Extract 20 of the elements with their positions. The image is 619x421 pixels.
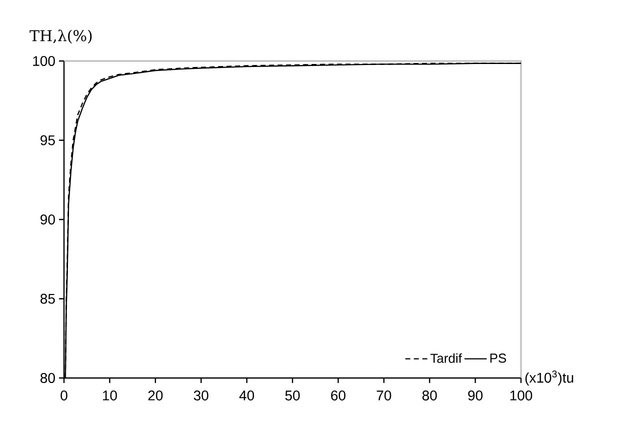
x-tick-label: 100 [510, 390, 532, 400]
x-axis-title: (x10$^{3}$)tu [525, 370, 574, 386]
y-tick-label: 90 [40, 214, 55, 224]
x-tick-label: 60 [331, 390, 346, 400]
y-tick-label: 85 [40, 294, 55, 304]
x-tick-label: 30 [194, 390, 208, 400]
legend-label: Tardif [430, 353, 462, 363]
y-axis-title: TH,λ(%) [30, 30, 92, 44]
x-tick-label: 10 [102, 390, 117, 400]
x-tick-label: 20 [148, 390, 163, 400]
x-tick-label: 80 [422, 390, 437, 400]
y-tick-label: 100 [33, 56, 55, 66]
y-tick-label: 80 [40, 373, 55, 383]
legend-label: PS [490, 354, 506, 363]
x-tick-label: 70 [376, 390, 392, 400]
y-tick-label: 95 [40, 135, 55, 146]
x-tick-label: 0 [60, 390, 68, 400]
x-tick-label: 90 [468, 390, 483, 400]
x-tick-label: 40 [239, 390, 254, 400]
x-tick-label: 50 [285, 390, 300, 400]
